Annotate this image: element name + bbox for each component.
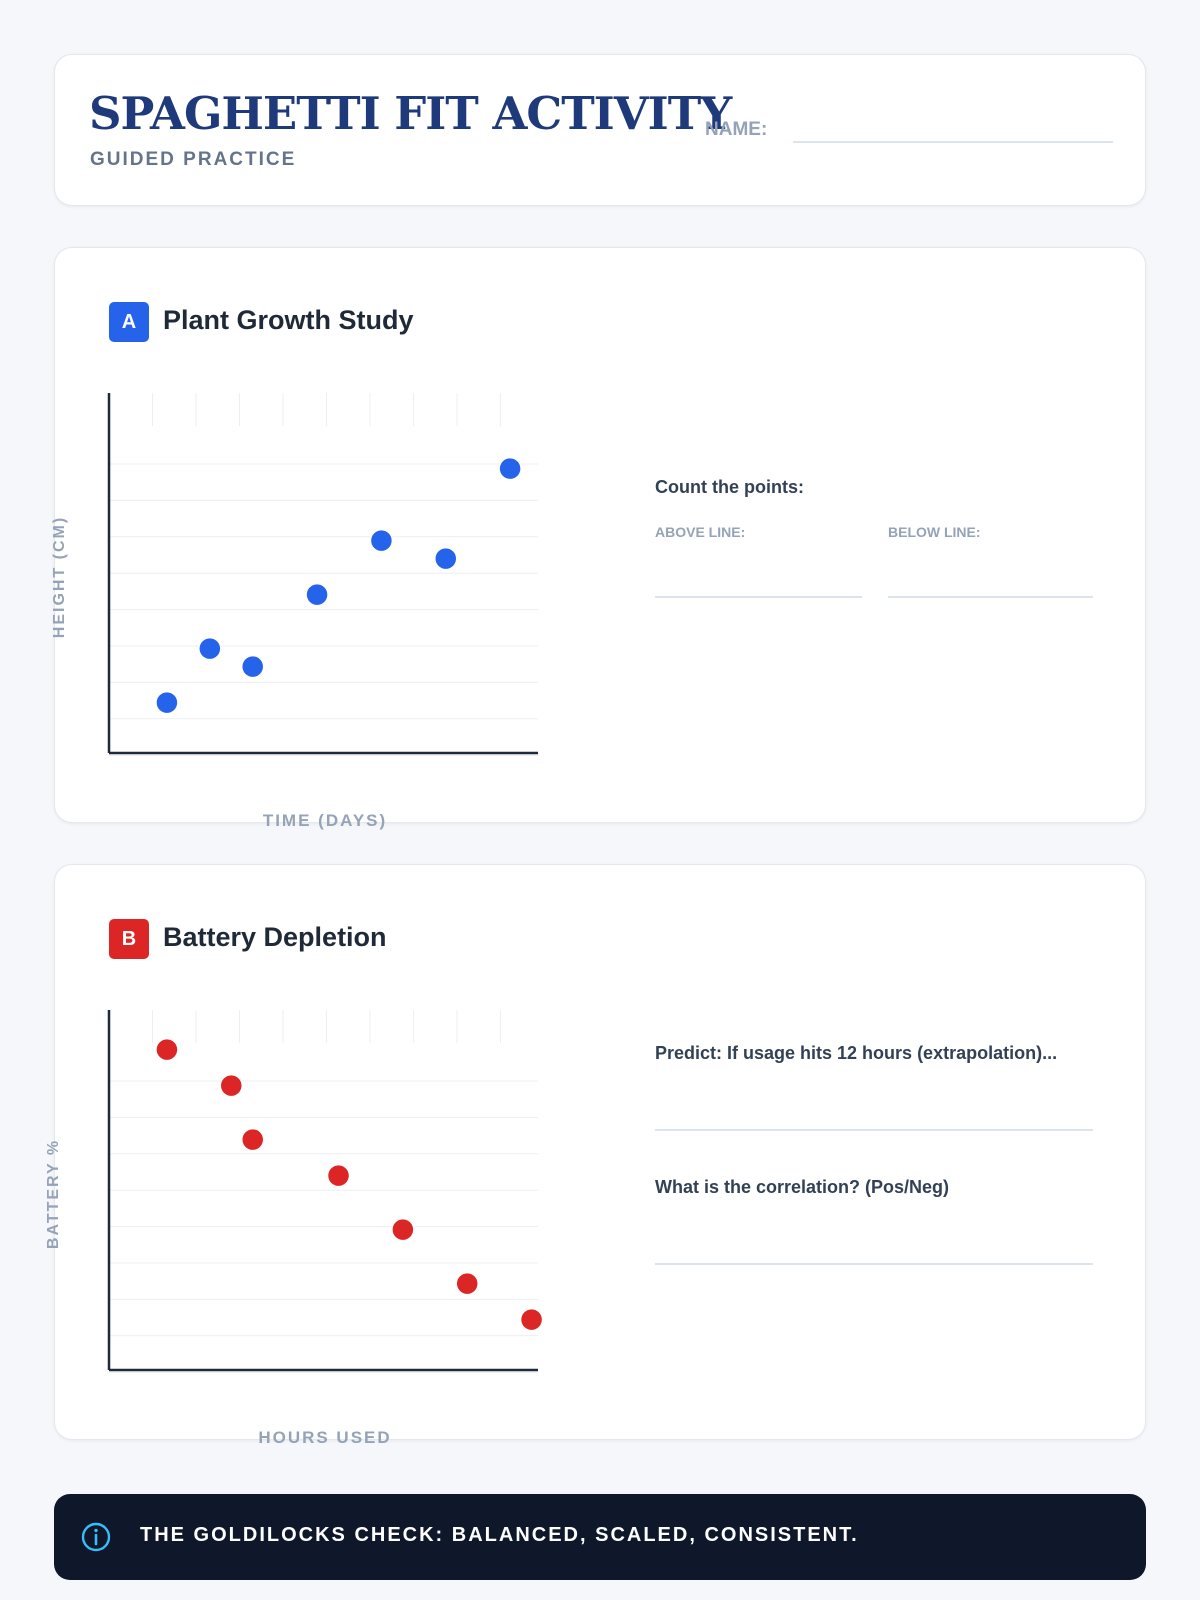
correlation-prompt: What is the correlation? (Pos/Neg): [655, 1177, 950, 1197]
plant-growth-y-axis-label: HEIGHT (CM): [51, 515, 68, 639]
battery-data-point: [455, 1271, 479, 1296]
section-a-badge: A: [109, 302, 149, 342]
below-line-label: BELOW LINE:: [888, 524, 981, 540]
battery-data-point: [155, 1037, 179, 1062]
below-line-answer[interactable]: [888, 596, 1093, 598]
battery-data-point: [326, 1163, 351, 1188]
info-icon: [81, 1522, 111, 1552]
predict-prompt: Predict: If usage hits 12 hours (extrapo…: [655, 1043, 1058, 1063]
above-line-label: ABOVE LINE:: [655, 524, 746, 540]
header-card: SPAGHETTI FIT ACTIVITY GUIDED PRACTICE N…: [54, 54, 1146, 206]
plant-growth-data-point: [498, 456, 522, 481]
battery-data-point: [219, 1073, 244, 1098]
above-line-answer[interactable]: [655, 596, 862, 598]
count-points-prompt: Count the points:: [655, 477, 804, 497]
name-label: NAME:: [705, 119, 768, 140]
battery-depletion-scatter-plot: [107, 1010, 544, 1373]
plant-growth-x-axis-label: TIME (DAYS): [262, 811, 388, 830]
goldilocks-check-text: THE GOLDILOCKS CHECK: BALANCED, SCALED, …: [140, 1524, 859, 1546]
plant-growth-data-point: [369, 528, 394, 553]
worksheet-subtitle: GUIDED PRACTICE: [90, 149, 297, 170]
plant-growth-data-point: [305, 582, 329, 607]
plant-growth-scatter-plot: [107, 393, 538, 756]
worksheet-title: SPAGHETTI FIT ACTIVITY: [89, 87, 732, 140]
plant-growth-data-point: [198, 636, 222, 661]
correlation-answer-line[interactable]: [655, 1263, 1093, 1265]
battery-data-point: [240, 1127, 265, 1152]
name-answer-line[interactable]: [793, 141, 1113, 143]
section-b-badge: B: [109, 919, 149, 959]
section-a-card: A Plant Growth Study HEIGHT (CM) TIME (D…: [51, 247, 1146, 830]
battery-data-point: [391, 1217, 415, 1242]
battery-x-axis-label: HOURS USED: [258, 1428, 392, 1447]
goldilocks-banner: THE GOLDILOCKS CHECK: BALANCED, SCALED, …: [54, 1494, 1146, 1580]
section-a-title: Plant Growth Study: [163, 305, 414, 335]
plant-growth-data-point: [155, 690, 179, 715]
plant-growth-data-point: [434, 546, 458, 571]
battery-y-axis-label: BATTERY %: [45, 1138, 62, 1250]
predict-answer-line[interactable]: [655, 1129, 1093, 1131]
battery-data-point: [519, 1307, 544, 1332]
section-b-title: Battery Depletion: [163, 922, 387, 952]
section-b-card: B Battery Depletion BATTERY % HOURS USED…: [45, 864, 1146, 1447]
plant-growth-data-point: [240, 654, 265, 679]
